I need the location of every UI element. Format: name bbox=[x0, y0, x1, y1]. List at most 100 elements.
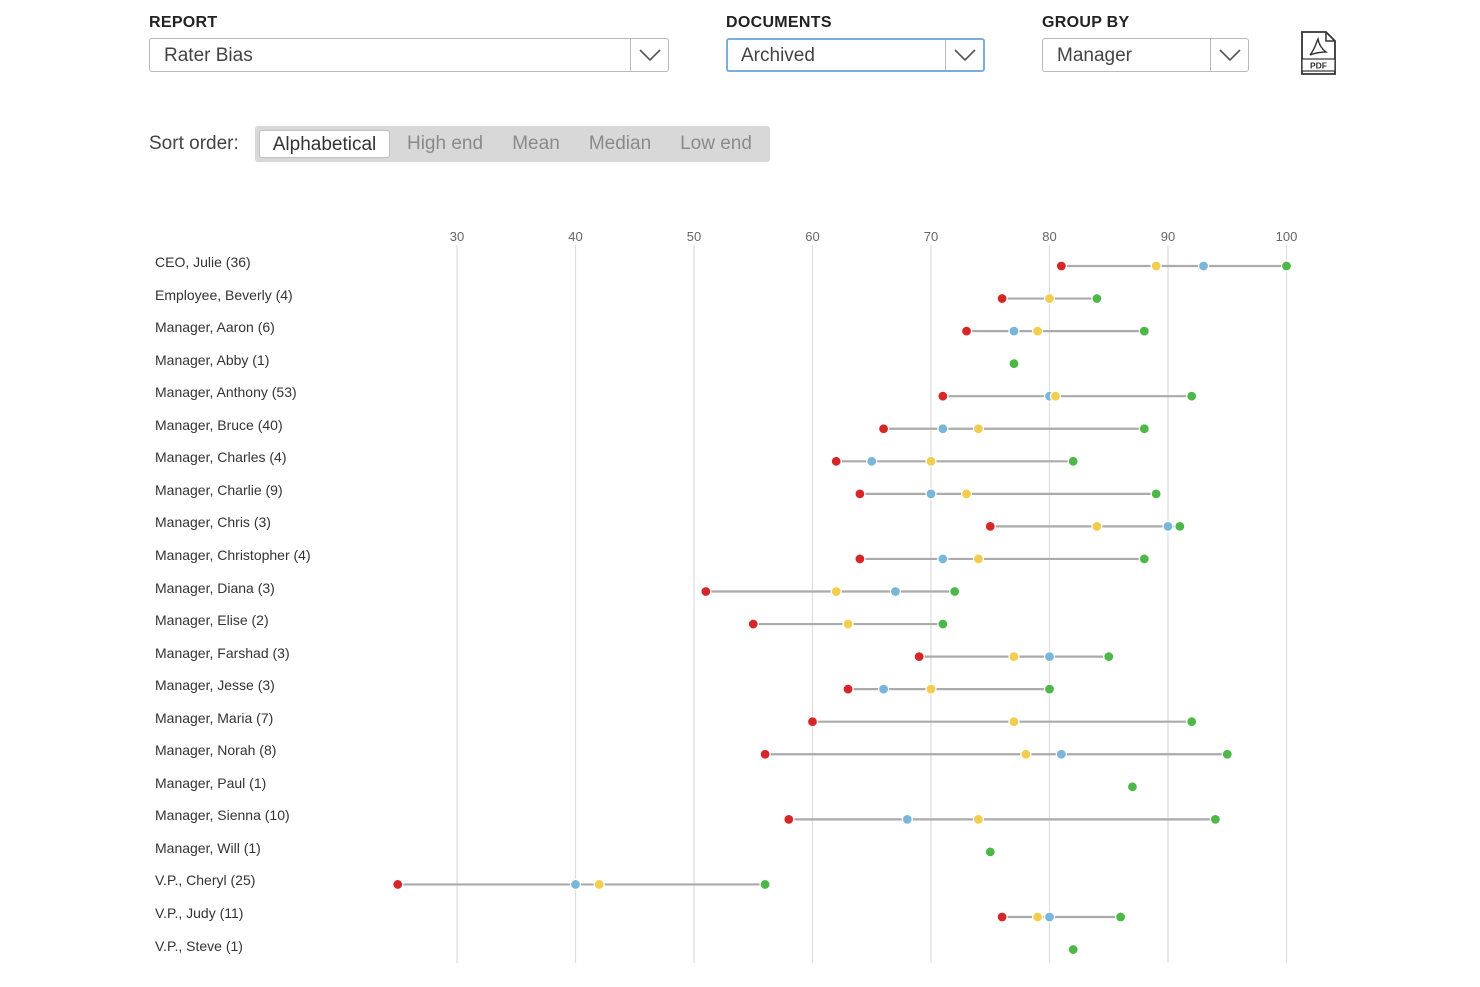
documents-select[interactable]: Archived bbox=[726, 38, 985, 72]
low-point bbox=[842, 683, 854, 695]
high-point bbox=[1008, 358, 1020, 370]
low-point bbox=[759, 748, 771, 760]
mean-point bbox=[937, 553, 949, 565]
sort-option-alphabetical[interactable]: Alphabetical bbox=[259, 130, 390, 158]
median-point bbox=[925, 683, 937, 695]
median-point bbox=[1032, 325, 1044, 337]
report-dropdown-button[interactable] bbox=[630, 39, 668, 71]
documents-value: Archived bbox=[741, 45, 815, 66]
low-point bbox=[877, 423, 890, 435]
row-label: V.P., Judy (11) bbox=[155, 905, 244, 921]
row-label: Manager, Bruce (40) bbox=[155, 416, 283, 433]
row-label: Manager, Elise (2) bbox=[155, 612, 269, 629]
x-tick-label: 90 bbox=[1161, 229, 1175, 244]
high-point bbox=[1138, 325, 1150, 337]
row-label: Manager, Christopher (4) bbox=[155, 546, 311, 563]
sort-option-low-end[interactable]: Low end bbox=[680, 133, 752, 154]
high-point bbox=[1126, 781, 1139, 793]
chevron-down-icon bbox=[953, 49, 976, 62]
median-point bbox=[1032, 911, 1044, 923]
x-tick-label: 70 bbox=[924, 229, 938, 244]
median-point bbox=[972, 553, 985, 565]
x-tick-label: 30 bbox=[450, 229, 464, 244]
row-label: V.P., Cheryl (25) bbox=[155, 872, 256, 889]
mean-point bbox=[889, 585, 902, 598]
median-point bbox=[1150, 260, 1162, 272]
mean-point bbox=[1197, 260, 1210, 272]
low-point bbox=[854, 488, 866, 500]
high-point bbox=[1138, 423, 1150, 435]
row-label: Manager, Jesse (3) bbox=[155, 677, 275, 694]
median-point bbox=[972, 423, 985, 435]
median-point bbox=[1049, 390, 1062, 402]
sort-order-segmented-control: Alphabetical High end Mean Median Low en… bbox=[255, 126, 770, 162]
low-point bbox=[830, 455, 842, 467]
x-tick-label: 100 bbox=[1276, 229, 1298, 244]
row-label: Manager, Maria (7) bbox=[155, 709, 274, 726]
high-point bbox=[984, 846, 996, 858]
documents-label: DOCUMENTS bbox=[726, 14, 832, 31]
high-point bbox=[1067, 455, 1079, 467]
mean-point bbox=[569, 878, 582, 891]
x-tick-label: 40 bbox=[568, 229, 582, 244]
pdf-icon-text: PDF bbox=[1310, 61, 1327, 71]
mean-point bbox=[1162, 520, 1174, 533]
low-point bbox=[996, 292, 1008, 305]
low-point bbox=[937, 390, 949, 402]
high-point bbox=[1209, 813, 1222, 825]
pdf-icon[interactable]: PDF bbox=[1298, 30, 1338, 76]
row-label: Manager, Sienna (10) bbox=[155, 807, 290, 824]
row-label: Manager, Paul (1) bbox=[155, 774, 267, 791]
high-point bbox=[1280, 260, 1293, 272]
median-point bbox=[925, 455, 937, 467]
median-point bbox=[1091, 520, 1103, 533]
row-label: Manager, Anthony (53) bbox=[155, 384, 297, 401]
row-label: Manager, Norah (8) bbox=[155, 742, 277, 759]
low-point bbox=[783, 813, 795, 825]
group-by-dropdown-button[interactable] bbox=[1210, 39, 1248, 71]
sort-option-high-end[interactable]: High end bbox=[406, 133, 484, 154]
row-label: Manager, Abby (1) bbox=[155, 351, 270, 368]
report-value: Rater Bias bbox=[164, 45, 253, 66]
row-label: Manager, Farshad (3) bbox=[155, 644, 290, 661]
median-point bbox=[830, 585, 842, 598]
median-point bbox=[960, 488, 973, 500]
high-point bbox=[1067, 943, 1079, 956]
high-point bbox=[1103, 650, 1115, 663]
row-label: V.P., Steve (1) bbox=[155, 937, 243, 954]
median-point bbox=[1008, 650, 1020, 663]
mean-point bbox=[877, 683, 890, 695]
median-point bbox=[1043, 292, 1056, 305]
mean-point bbox=[1008, 325, 1020, 337]
high-point bbox=[1186, 716, 1198, 728]
chevron-down-icon bbox=[1218, 49, 1241, 62]
report-select[interactable]: Rater Bias bbox=[149, 38, 669, 72]
mean-point bbox=[1043, 650, 1056, 663]
median-point bbox=[1008, 716, 1020, 728]
group-by-value: Manager bbox=[1057, 45, 1132, 66]
group-by-select[interactable]: Manager bbox=[1042, 38, 1249, 72]
row-label: Manager, Chris (3) bbox=[155, 514, 271, 531]
x-tick-label: 50 bbox=[687, 229, 701, 244]
chevron-down-icon bbox=[638, 49, 661, 62]
sort-option-median[interactable]: Median bbox=[588, 133, 652, 154]
high-point bbox=[1174, 520, 1186, 533]
mean-point bbox=[1055, 748, 1067, 760]
documents-dropdown-button[interactable] bbox=[945, 40, 983, 70]
low-point bbox=[1055, 260, 1067, 272]
low-point bbox=[392, 878, 404, 891]
sort-order-label: Sort order: bbox=[149, 133, 239, 154]
high-point bbox=[759, 878, 771, 891]
median-point bbox=[593, 878, 605, 891]
sort-option-mean[interactable]: Mean bbox=[512, 133, 560, 154]
high-point bbox=[949, 585, 961, 598]
x-tick-label: 60 bbox=[805, 229, 819, 244]
high-point bbox=[1186, 390, 1198, 402]
high-point bbox=[937, 618, 949, 630]
high-point bbox=[1114, 911, 1127, 923]
high-point bbox=[1043, 683, 1056, 695]
mean-point bbox=[925, 488, 937, 500]
row-label: Manager, Diana (3) bbox=[155, 579, 275, 596]
row-label: CEO, Julie (36) bbox=[155, 254, 251, 270]
